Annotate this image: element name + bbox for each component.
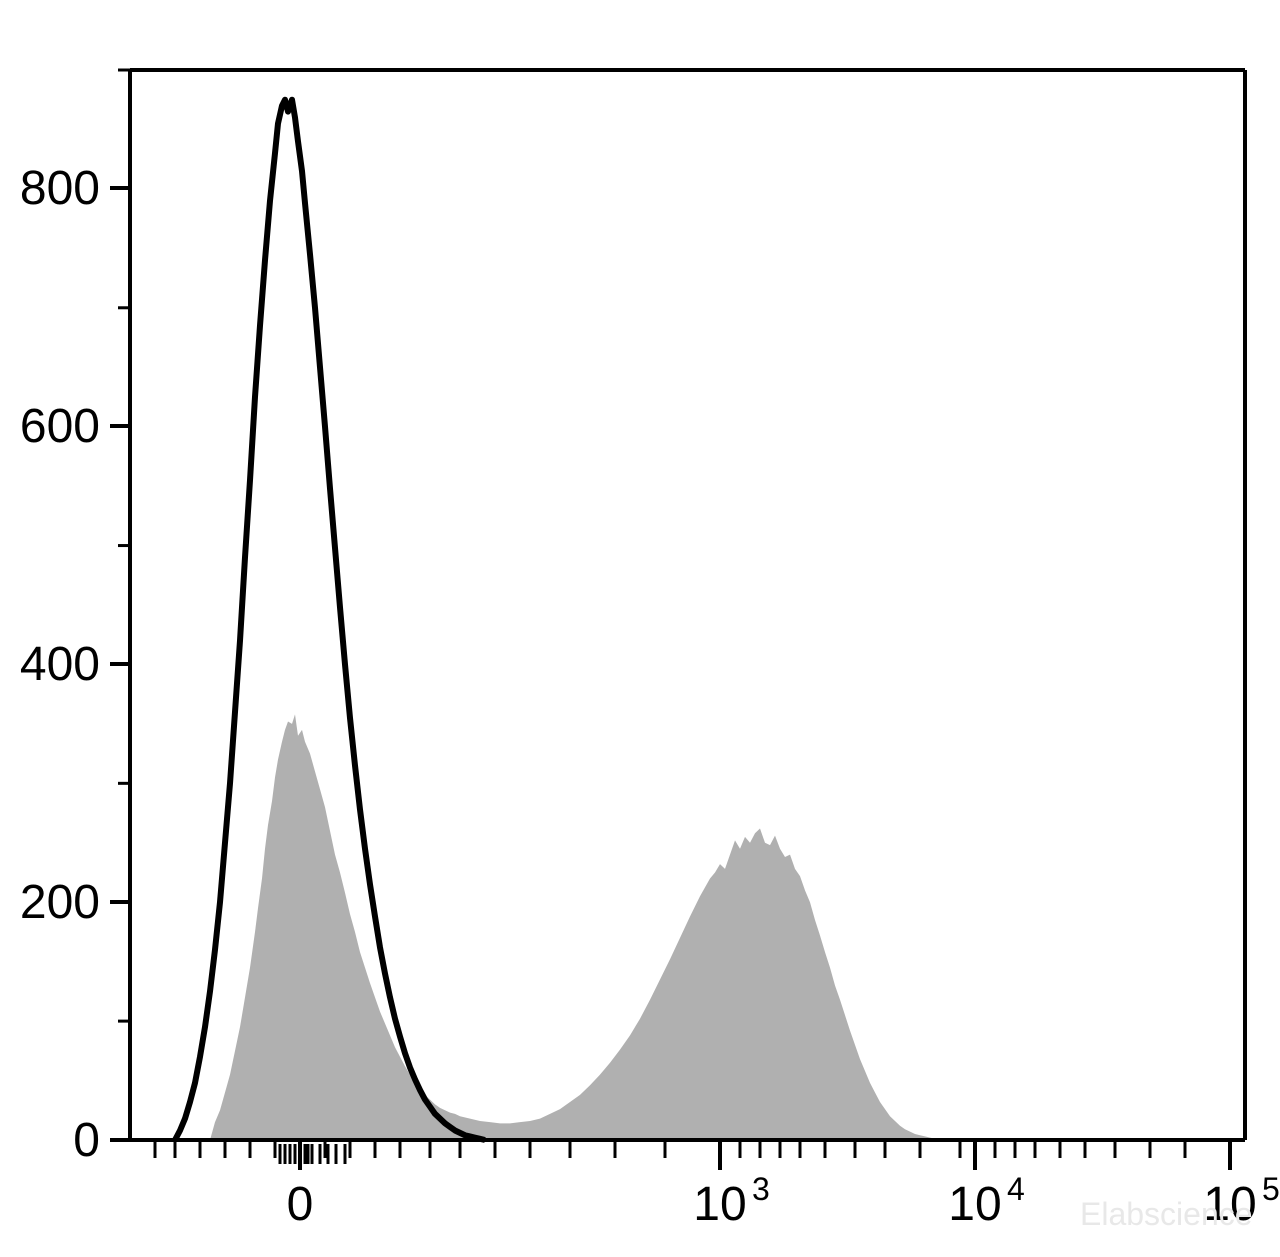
y-axis-ticks: 0 200 400 600 800 bbox=[20, 70, 130, 1167]
svg-text:5: 5 bbox=[1262, 1171, 1280, 1207]
svg-text:400: 400 bbox=[20, 638, 100, 691]
svg-text:600: 600 bbox=[20, 400, 100, 453]
watermark: Elabscience bbox=[1080, 1196, 1253, 1232]
svg-text:0: 0 bbox=[73, 1114, 100, 1167]
x-axis-negative-ticks bbox=[280, 1144, 345, 1164]
filled-histogram-series bbox=[210, 714, 940, 1140]
svg-text:10: 10 bbox=[693, 1178, 746, 1231]
svg-text:800: 800 bbox=[20, 162, 100, 215]
svg-text:3: 3 bbox=[752, 1171, 770, 1207]
svg-text:200: 200 bbox=[20, 876, 100, 929]
histogram-chart: 0200400600800 0103104105 Elabscience bbox=[0, 0, 1280, 1257]
svg-text:4: 4 bbox=[1007, 1171, 1025, 1207]
svg-text:10: 10 bbox=[948, 1178, 1001, 1231]
chart-svg: 0200400600800 0103104105 Elabscience bbox=[0, 0, 1280, 1257]
svg-text:0: 0 bbox=[287, 1178, 314, 1231]
